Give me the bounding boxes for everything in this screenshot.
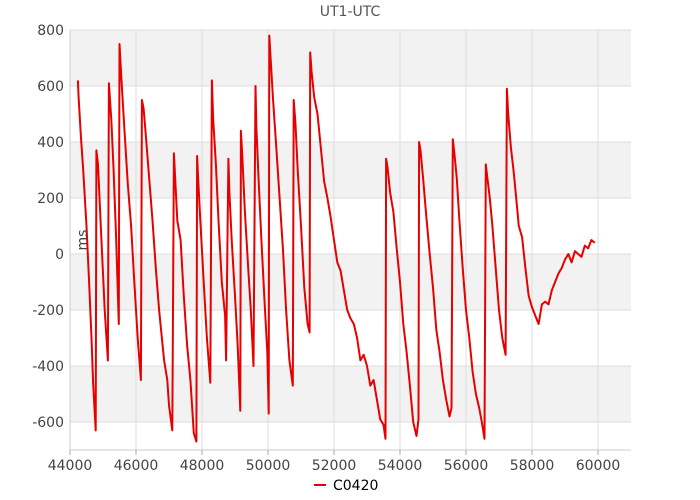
x-tick-label: 58000 bbox=[510, 458, 555, 474]
x-tick-label: 48000 bbox=[180, 458, 225, 474]
y-tick-label: -600 bbox=[32, 415, 64, 431]
x-tick-labels: 44000 46000 48000 50000 52000 54000 56000 58000… bbox=[48, 450, 621, 474]
series-layer bbox=[76, 34, 596, 443]
y-axis-title: ms bbox=[75, 230, 91, 251]
legend-label: C0420 bbox=[333, 478, 378, 494]
band bbox=[70, 142, 631, 198]
y-tick-label: -400 bbox=[32, 359, 64, 375]
y-tick-label: 400 bbox=[37, 135, 64, 151]
band bbox=[70, 30, 631, 86]
y-tick-labels: -600 -400 -200 0 200 400 600 800 bbox=[32, 23, 64, 431]
x-tick-label: 56000 bbox=[444, 458, 489, 474]
series-line bbox=[76, 34, 596, 443]
x-tick-label: 50000 bbox=[246, 458, 291, 474]
background-bands bbox=[70, 30, 631, 422]
y-tick-label: 600 bbox=[37, 79, 64, 95]
x-tick-label: 46000 bbox=[114, 458, 159, 474]
x-tick-label: 60000 bbox=[576, 458, 621, 474]
y-tick-label: 800 bbox=[37, 23, 64, 39]
y-tick-label: -200 bbox=[32, 303, 64, 319]
band bbox=[70, 366, 631, 422]
chart-title: UT1-UTC bbox=[320, 4, 381, 20]
legend[interactable]: C0420 bbox=[314, 478, 378, 494]
x-tick-label: 54000 bbox=[378, 458, 423, 474]
x-tick-label: 52000 bbox=[312, 458, 357, 474]
band bbox=[70, 254, 631, 310]
y-tick-label: 200 bbox=[37, 191, 64, 207]
y-tick-label: 0 bbox=[55, 247, 64, 263]
x-tick-label: 44000 bbox=[48, 458, 93, 474]
